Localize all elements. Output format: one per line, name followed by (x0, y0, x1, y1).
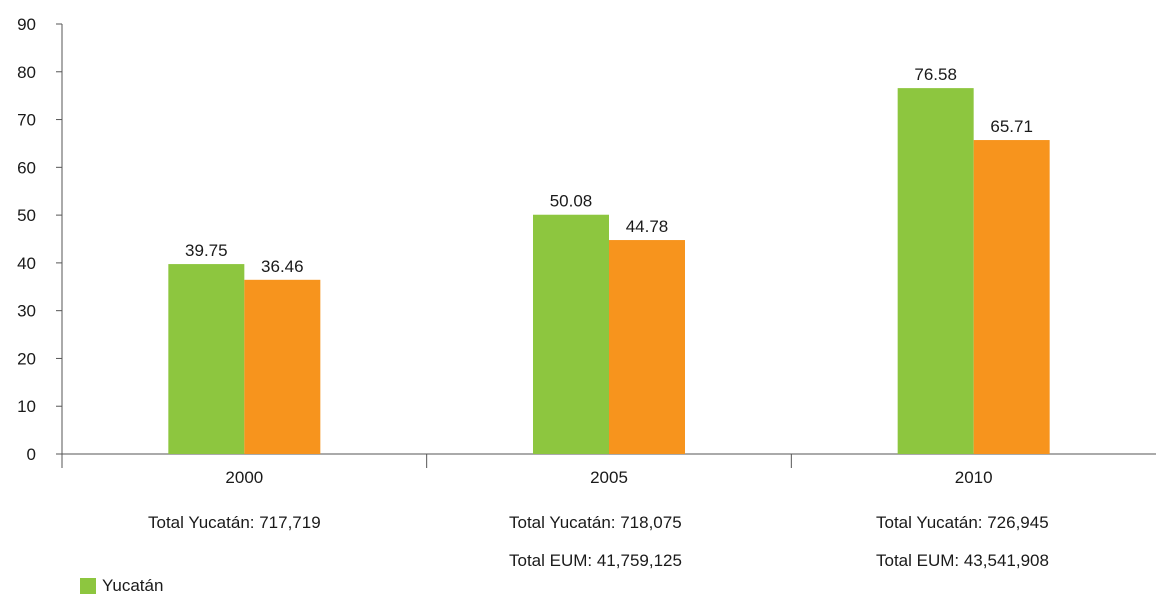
bar-value-label: 76.58 (914, 65, 957, 84)
x-axis: 2000 2005 2010 (61, 453, 1156, 487)
bar-value-label: 50.08 (550, 192, 593, 211)
legend: Yucatán (80, 576, 163, 596)
bar-value-label: 39.75 (185, 241, 228, 260)
y-tick-label: 0 (27, 445, 36, 464)
bar-series-1-2010 (897, 88, 974, 455)
y-tick-label: 30 (17, 302, 36, 321)
y-tick-label: 10 (17, 397, 36, 416)
bar-chart: 0 10 20 30 40 50 60 70 80 90 2000 2005 2010 39.75 36… (17, 15, 1156, 487)
legend-label-yucatan: Yucatán (102, 576, 164, 595)
x-tick-label: 2000 (225, 468, 263, 487)
y-tick-label: 70 (17, 111, 36, 130)
y-tick-label: 40 (17, 254, 36, 273)
y-tick-label: 50 (17, 206, 36, 225)
x-tick-label: 2005 (590, 468, 628, 487)
x-tick-label: 2010 (955, 468, 993, 487)
total-yucatan-2005: Total Yucatán: 718,075 (509, 513, 682, 532)
y-axis: 0 10 20 30 40 50 60 70 80 90 (17, 15, 63, 464)
data-labels: 39.75 36.46 50.08 44.78 76.58 65.71 (185, 65, 1033, 276)
bar-series-1-2000 (168, 264, 245, 454)
bar-value-label: 65.71 (990, 117, 1033, 136)
bar-series-1-2005 (533, 214, 609, 454)
bar-series-2-2010 (973, 140, 1050, 454)
legend-swatch-yucatan (80, 578, 96, 594)
total-yucatan-2010: Total Yucatán: 726,945 (876, 513, 1049, 532)
bar-value-label: 36.46 (261, 257, 304, 276)
bars (168, 88, 1050, 455)
bar-series-2-2000 (244, 279, 321, 454)
total-eum-2010: Total EUM: 43,541,908 (876, 551, 1049, 570)
y-tick-label: 60 (17, 158, 36, 177)
bar-series-2-2005 (609, 240, 685, 454)
total-yucatan-2000: Total Yucatán: 717,719 (148, 513, 321, 532)
bar-value-label: 44.78 (626, 217, 669, 236)
y-tick-label: 20 (17, 349, 36, 368)
y-tick-label: 90 (17, 15, 36, 34)
y-tick-label: 80 (17, 63, 36, 82)
total-eum-2005: Total EUM: 41,759,125 (509, 551, 682, 570)
